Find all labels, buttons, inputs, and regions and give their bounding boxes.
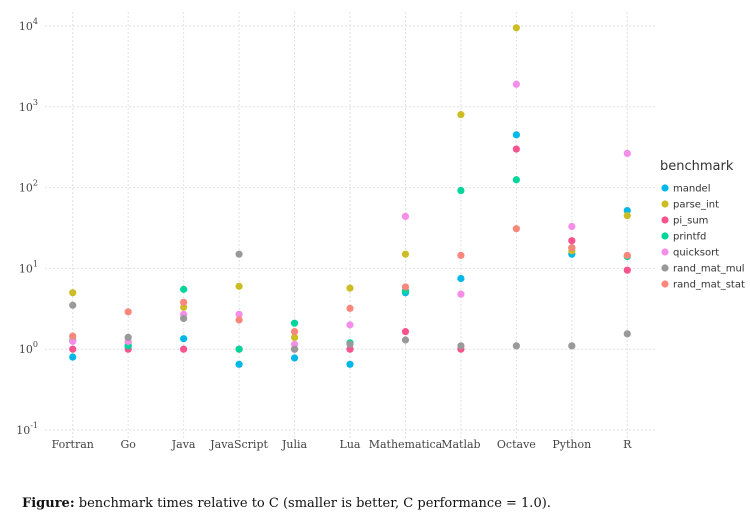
point-parse_int xyxy=(401,250,410,258)
legend-label-pi_sum: pi_sum xyxy=(673,216,708,227)
point-rand_mat_mul xyxy=(623,330,631,338)
point-rand_mat_stat xyxy=(69,332,77,340)
point-parse_int xyxy=(512,24,520,32)
point-rand_mat_stat xyxy=(235,316,243,324)
legend-label-parse_int: parse_int xyxy=(673,200,719,211)
x-axis-ticks: Fortran Go Java JavaScript Julia Lua Mathemati… xyxy=(52,438,633,451)
point-printfd xyxy=(180,285,188,293)
point-parse_int xyxy=(180,303,188,311)
point-mandel xyxy=(623,206,631,215)
point-mandel xyxy=(69,353,77,361)
benchmark-chart: 10-1 100 101 102 103 104 Fortran Go Java JavaScr… xyxy=(16,12,745,451)
point-rand_mat_stat xyxy=(401,283,410,291)
figure-caption: Figure: benchmark times relative to C (s… xyxy=(22,496,551,511)
point-rand_mat_mul xyxy=(401,336,410,344)
point-mandel xyxy=(346,360,354,368)
legend-marker-mandel xyxy=(661,184,669,192)
point-mandel xyxy=(180,335,188,343)
point-pi_sum xyxy=(512,145,520,153)
legend-label-printfd: printfd xyxy=(673,232,706,243)
x-tick-label: Fortran xyxy=(52,438,94,451)
point-quicksort xyxy=(346,321,354,329)
point-rand_mat_mul xyxy=(180,314,188,323)
point-quicksort xyxy=(457,290,465,298)
point-quicksort xyxy=(568,222,576,231)
point-parse_int xyxy=(235,282,243,290)
caption-text: benchmark times relative to C (smaller i… xyxy=(74,496,551,511)
x-tick-label: Mathematica xyxy=(369,438,443,451)
point-rand_mat_mul xyxy=(69,301,77,309)
y-axis-ticks: 10-1 100 101 102 103 104 xyxy=(16,17,38,437)
x-tick-label: JavaScript xyxy=(209,438,268,451)
legend-marker-quicksort xyxy=(661,248,669,256)
point-parse_int xyxy=(346,284,354,292)
point-quicksort xyxy=(623,149,631,158)
legend-label-quicksort: quicksort xyxy=(673,248,719,259)
y-tick-label: 102 xyxy=(19,179,38,195)
point-rand_mat_stat xyxy=(568,244,576,252)
point-rand_mat_stat xyxy=(512,225,520,233)
y-tick-label: 100 xyxy=(19,340,38,356)
caption-label: Figure: xyxy=(22,496,75,511)
point-parse_int xyxy=(623,212,631,220)
y-tick-label: 10-1 xyxy=(16,421,38,437)
point-quicksort xyxy=(235,310,243,318)
point-rand_mat_mul xyxy=(512,342,520,350)
legend-marker-rand_mat_stat xyxy=(661,280,669,288)
y-tick-label: 104 xyxy=(19,17,38,33)
point-rand_mat_stat xyxy=(457,251,465,259)
point-rand_mat_stat xyxy=(180,298,188,306)
x-tick-label: Java xyxy=(171,438,196,451)
y-tick-label: 103 xyxy=(19,98,38,114)
legend-label-mandel: mandel xyxy=(673,184,711,195)
point-quicksort xyxy=(69,337,77,345)
point-pi_sum xyxy=(623,266,631,274)
data-points xyxy=(69,24,631,368)
x-tick-label: R xyxy=(623,438,632,451)
point-printfd xyxy=(235,345,243,353)
legend-marker-printfd xyxy=(661,232,669,240)
point-printfd xyxy=(512,176,520,184)
x-tick-label: Lua xyxy=(340,438,361,451)
point-pi_sum xyxy=(180,345,188,353)
x-tick-label: Julia xyxy=(281,438,308,451)
point-rand_mat_mul xyxy=(235,250,243,258)
point-quicksort xyxy=(512,80,520,88)
legend-label-rand_mat_mul: rand_mat_mul xyxy=(673,264,745,275)
legend-marker-rand_mat_mul xyxy=(661,264,669,272)
point-parse_int xyxy=(69,289,77,297)
point-pi_sum xyxy=(401,328,410,336)
legend-label-rand_mat_stat: rand_mat_stat xyxy=(673,280,745,291)
point-mandel xyxy=(512,131,520,139)
x-tick-label: Matlab xyxy=(441,438,480,451)
x-tick-label: Octave xyxy=(497,438,536,451)
legend-marker-parse_int xyxy=(661,200,669,208)
point-pi_sum xyxy=(69,345,77,353)
point-rand_mat_mul xyxy=(124,333,132,341)
point-printfd xyxy=(457,186,465,195)
point-mandel xyxy=(457,274,465,283)
legend-title: benchmark xyxy=(660,159,734,174)
legend-marker-pi_sum xyxy=(661,216,669,224)
point-parse_int xyxy=(457,111,465,119)
point-mandel xyxy=(290,354,299,362)
grid xyxy=(45,12,655,438)
x-tick-label: Python xyxy=(552,438,591,451)
point-rand_mat_mul xyxy=(290,345,299,353)
y-tick-label: 101 xyxy=(19,259,38,275)
point-rand_mat_stat xyxy=(124,308,132,316)
point-rand_mat_mul xyxy=(457,342,465,350)
point-rand_mat_stat xyxy=(290,328,299,336)
point-rand_mat_stat xyxy=(346,304,354,312)
point-quicksort xyxy=(401,212,410,221)
point-rand_mat_mul xyxy=(568,342,576,350)
point-mandel xyxy=(235,360,243,368)
point-printfd xyxy=(290,319,299,327)
point-pi_sum xyxy=(568,237,576,245)
point-parse_int xyxy=(290,333,299,341)
point-rand_mat_stat xyxy=(623,251,631,259)
point-rand_mat_mul xyxy=(346,340,354,348)
x-tick-label: Go xyxy=(120,438,136,451)
